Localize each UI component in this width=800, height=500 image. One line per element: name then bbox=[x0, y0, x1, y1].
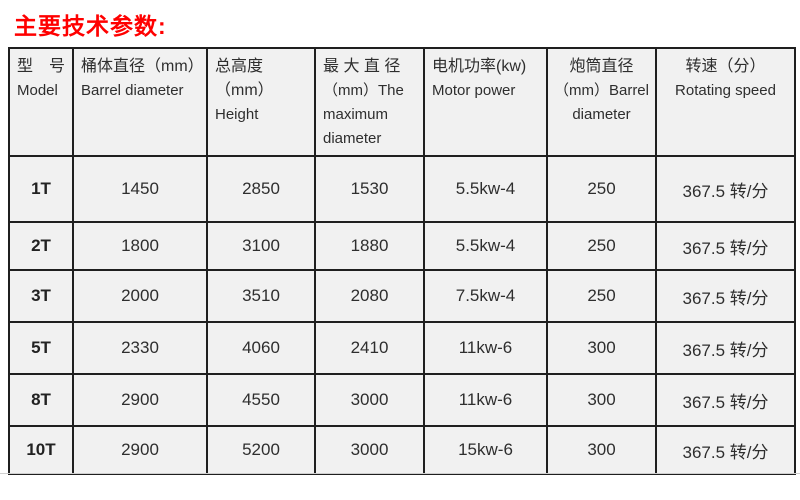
col-header-model-zh: 型 号 bbox=[17, 58, 65, 75]
value-cell: 3000 bbox=[314, 373, 425, 427]
col-header-barrel-diameter-zh: 桶体直径（mm） bbox=[81, 58, 204, 75]
value-cell: 1530 bbox=[314, 155, 425, 223]
col-header-barrel-diameter: 桶体直径（mm） Barrel diameter bbox=[72, 47, 208, 157]
col-header-max-diameter-zh: 最 大 直 径 bbox=[323, 58, 401, 75]
col-header-height-zh: 总高度（mm） bbox=[215, 58, 274, 99]
value-cell: 2080 bbox=[314, 269, 425, 323]
col-header-max-diameter-en: （mm）The maximum diameter bbox=[323, 82, 404, 147]
table-row: 1T 1450 2850 1530 5.5kw-4 250 367.5 转/分 bbox=[8, 155, 796, 223]
col-header-height: 总高度（mm） Height bbox=[206, 47, 316, 157]
value-cell: 5.5kw-4 bbox=[423, 155, 548, 223]
value-cell: 250 bbox=[546, 221, 657, 271]
value-cell: 367.5 转/分 bbox=[655, 221, 796, 271]
value-cell: 2410 bbox=[314, 321, 425, 375]
value-cell: 300 bbox=[546, 321, 657, 375]
value-cell: 3510 bbox=[206, 269, 316, 323]
value-cell: 367.5 转/分 bbox=[655, 269, 796, 323]
col-header-max-diameter: 最 大 直 径 （mm）The maximum diameter bbox=[314, 47, 425, 157]
col-header-barrel-diameter-en: Barrel diameter bbox=[81, 82, 184, 99]
col-header-rotating-speed: 转速（分） Rotating speed bbox=[655, 47, 796, 157]
model-cell: 10T bbox=[8, 425, 74, 475]
value-cell: 2900 bbox=[72, 373, 208, 427]
value-cell: 4550 bbox=[206, 373, 316, 427]
col-header-cannon-diameter-zh: 炮筒直径 bbox=[569, 58, 634, 75]
value-cell: 300 bbox=[546, 425, 657, 475]
value-cell: 15kw-6 bbox=[423, 425, 548, 475]
model-cell: 2T bbox=[8, 221, 74, 271]
value-cell: 5.5kw-4 bbox=[423, 221, 548, 271]
table-row: 10T 2900 5200 3000 15kw-6 300 367.5 转/分 bbox=[8, 425, 796, 475]
model-cell: 5T bbox=[8, 321, 74, 375]
value-cell: 5200 bbox=[206, 425, 316, 475]
value-cell: 250 bbox=[546, 155, 657, 223]
table-row: 5T 2330 4060 2410 11kw-6 300 367.5 转/分 bbox=[8, 321, 796, 375]
value-cell: 4060 bbox=[206, 321, 316, 375]
col-header-rotating-speed-zh: 转速（分） bbox=[685, 58, 766, 75]
spec-table: 型 号 Model 桶体直径（mm） Barrel diameter 总高度（m… bbox=[8, 47, 796, 475]
value-cell: 250 bbox=[546, 269, 657, 323]
value-cell: 367.5 转/分 bbox=[655, 373, 796, 427]
table-body: 1T 1450 2850 1530 5.5kw-4 250 367.5 转/分 2T 1800 3… bbox=[8, 155, 796, 475]
value-cell: 2330 bbox=[72, 321, 208, 375]
value-cell: 11kw-6 bbox=[423, 321, 548, 375]
col-header-cannon-diameter-en: （mm）Barrel diameter bbox=[553, 82, 649, 123]
value-cell: 367.5 转/分 bbox=[655, 425, 796, 475]
bottom-divider bbox=[0, 473, 800, 474]
value-cell: 1450 bbox=[72, 155, 208, 223]
value-cell: 3000 bbox=[314, 425, 425, 475]
col-header-motor-power: 电机功率(kw) Motor power bbox=[423, 47, 548, 157]
value-cell: 300 bbox=[546, 373, 657, 427]
col-header-height-en: Height bbox=[215, 106, 259, 123]
value-cell: 2900 bbox=[72, 425, 208, 475]
value-cell: 11kw-6 bbox=[423, 373, 548, 427]
col-header-model: 型 号 Model bbox=[8, 47, 74, 157]
value-cell: 7.5kw-4 bbox=[423, 269, 548, 323]
col-header-motor-power-en: Motor power bbox=[432, 82, 516, 99]
value-cell: 367.5 转/分 bbox=[655, 321, 796, 375]
table-row: 8T 2900 4550 3000 11kw-6 300 367.5 转/分 bbox=[8, 373, 796, 427]
table-row: 2T 1800 3100 1880 5.5kw-4 250 367.5 转/分 bbox=[8, 221, 796, 271]
col-header-cannon-diameter: 炮筒直径 （mm）Barrel diameter bbox=[546, 47, 657, 157]
table-header: 型 号 Model 桶体直径（mm） Barrel diameter 总高度（m… bbox=[8, 47, 796, 157]
value-cell: 3100 bbox=[206, 221, 316, 271]
col-header-motor-power-zh: 电机功率(kw) bbox=[432, 58, 527, 75]
model-cell: 1T bbox=[8, 155, 74, 223]
model-cell: 8T bbox=[8, 373, 74, 427]
col-header-rotating-speed-en: Rotating speed bbox=[675, 82, 776, 99]
value-cell: 367.5 转/分 bbox=[655, 155, 796, 223]
col-header-model-en: Model bbox=[17, 82, 58, 99]
value-cell: 1800 bbox=[72, 221, 208, 271]
table-row: 3T 2000 3510 2080 7.5kw-4 250 367.5 转/分 bbox=[8, 269, 796, 323]
page-title: 主要技术参数: bbox=[14, 13, 167, 39]
value-cell: 1880 bbox=[314, 221, 425, 271]
header-row: 型 号 Model 桶体直径（mm） Barrel diameter 总高度（m… bbox=[8, 47, 796, 157]
value-cell: 2000 bbox=[72, 269, 208, 323]
model-cell: 3T bbox=[8, 269, 74, 323]
value-cell: 2850 bbox=[206, 155, 316, 223]
